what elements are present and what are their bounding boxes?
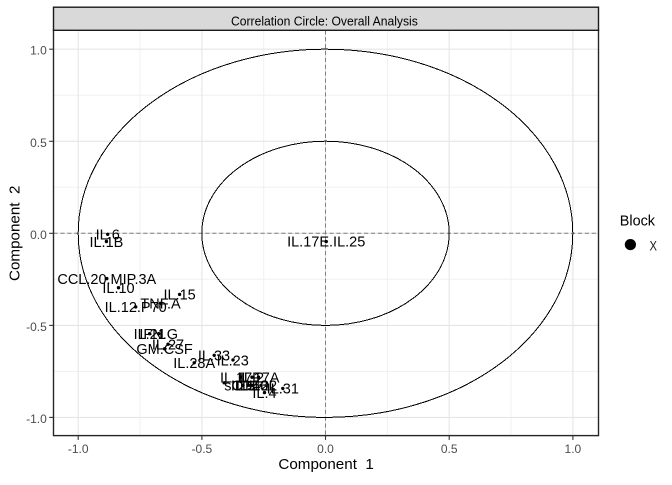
svg-text:IL.22: IL.22	[245, 379, 277, 395]
svg-text:0.5: 0.5	[441, 442, 458, 456]
svg-text:TNF.A: TNF.A	[140, 297, 181, 313]
svg-text:sCD40L: sCD40L	[224, 379, 276, 395]
svg-text:IL.9: IL.9	[231, 379, 255, 395]
svg-text:IL.27: IL.27	[152, 338, 184, 354]
svg-text:IL.23: IL.23	[217, 353, 249, 369]
svg-text:CCL.20.MIP.3A: CCL.20.MIP.3A	[57, 272, 156, 288]
svg-text:Component 1: Component 1	[278, 456, 373, 473]
svg-text:0.0: 0.0	[317, 442, 334, 456]
svg-text:1.0: 1.0	[565, 442, 582, 456]
svg-text:IL.17F: IL.17F	[220, 370, 261, 386]
svg-text:GM.CSF: GM.CSF	[136, 342, 193, 358]
svg-text:X: X	[650, 238, 658, 253]
svg-text:IFN.G: IFN.G	[139, 327, 178, 343]
svg-text:0.5: 0.5	[30, 136, 47, 150]
svg-text:Block: Block	[620, 213, 656, 229]
svg-text:-1.0: -1.0	[68, 442, 89, 456]
svg-text:IL.1B: IL.1B	[89, 235, 123, 251]
svg-text:IL.33: IL.33	[198, 349, 230, 365]
svg-text:IL.2: IL.2	[240, 370, 264, 386]
svg-text:IL.17E.IL.25: IL.17E.IL.25	[287, 234, 365, 250]
svg-text:Correlation Circle: Overall An: Correlation Circle: Overall Analysis	[231, 14, 418, 28]
svg-text:IL.5: IL.5	[236, 379, 260, 395]
svg-text:IL.4: IL.4	[252, 386, 276, 402]
svg-text:IL.6: IL.6	[96, 228, 120, 244]
svg-text:0.0: 0.0	[30, 228, 47, 242]
svg-text:-0.5: -0.5	[26, 320, 47, 334]
svg-text:-0.5: -0.5	[192, 442, 213, 456]
svg-text:IL.13: IL.13	[236, 379, 268, 395]
svg-text:IL.28A: IL.28A	[173, 356, 215, 372]
svg-text:-1.0: -1.0	[26, 412, 47, 426]
svg-text:IL.31: IL.31	[267, 382, 299, 398]
svg-text:IL.21: IL.21	[134, 327, 166, 343]
svg-text:IL.17A: IL.17A	[238, 370, 280, 386]
svg-text:IL.10: IL.10	[102, 281, 134, 297]
svg-text:Component 2: Component 2	[7, 186, 24, 281]
svg-text:IL.15: IL.15	[163, 288, 195, 304]
svg-text:1.0: 1.0	[30, 44, 47, 58]
svg-text:IL.12.P70: IL.12.P70	[105, 300, 167, 316]
